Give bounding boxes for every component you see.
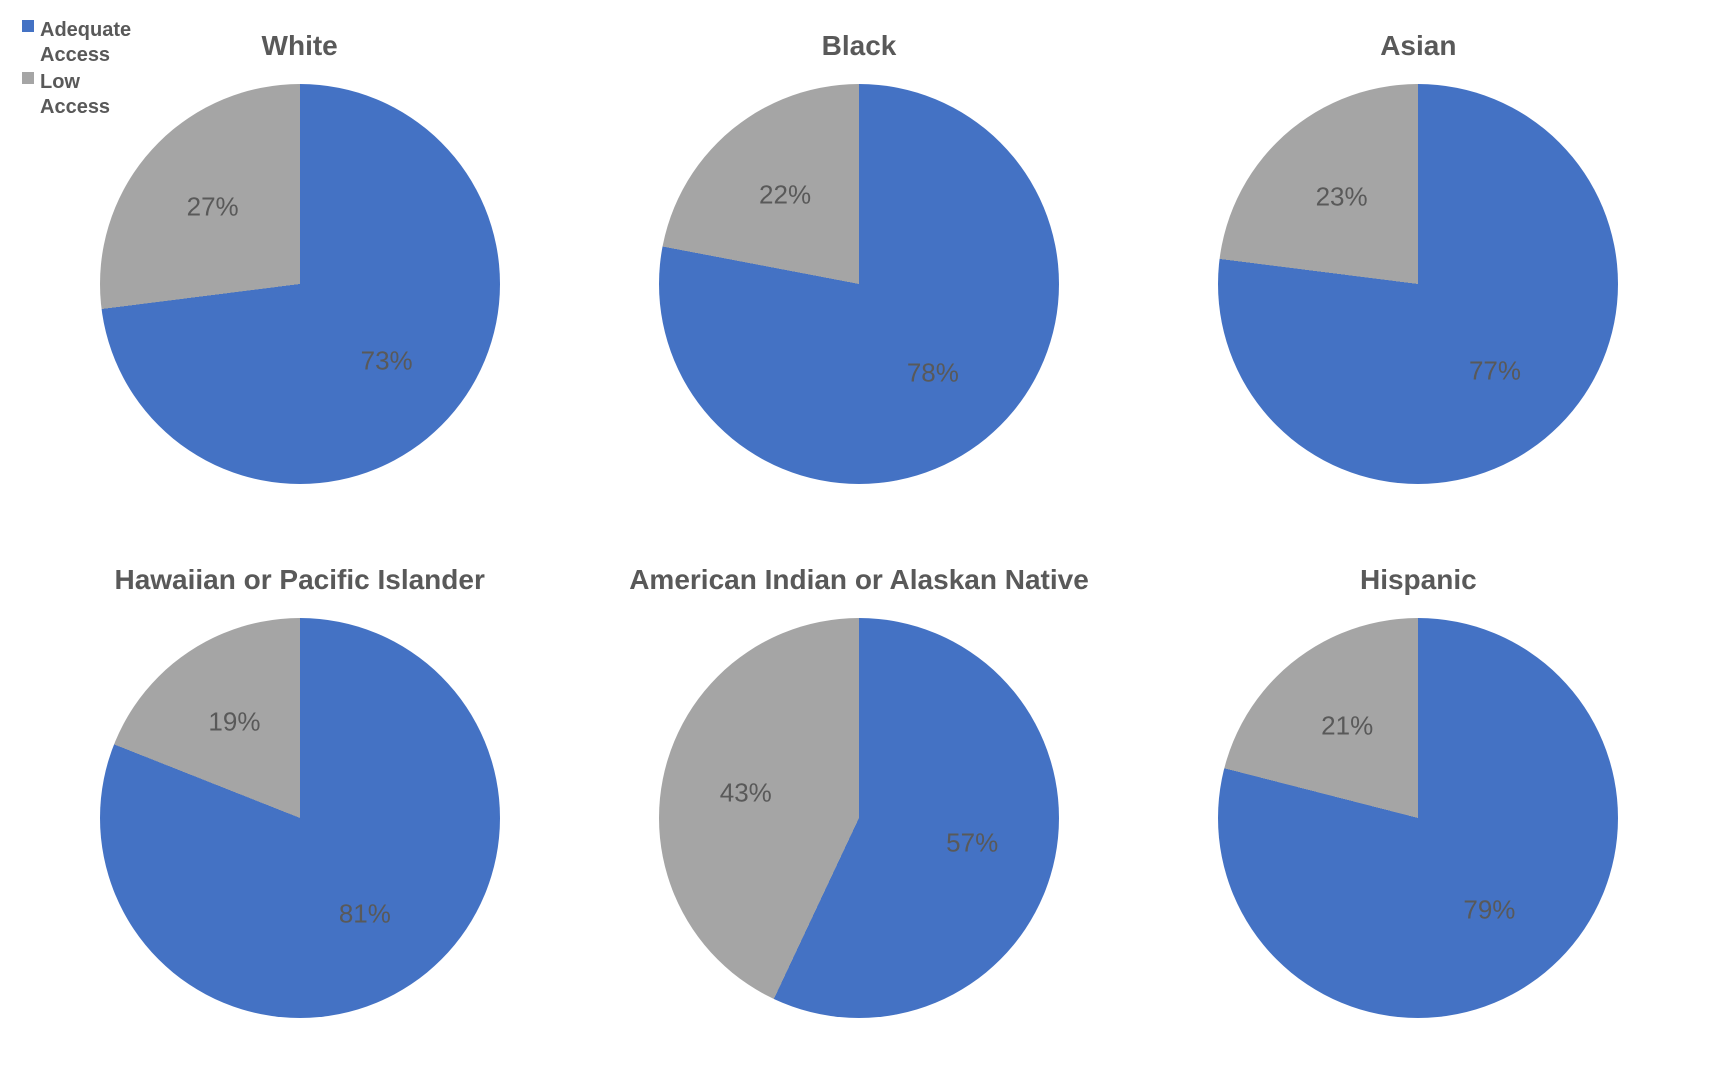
chart-grid: White 73% 27% Black 78% 22% Asian 77% 23…	[40, 20, 1678, 1058]
pie-wrap: 78% 22%	[659, 84, 1059, 484]
panel-title: American Indian or Alaskan Native	[629, 564, 1089, 600]
panel-asian: Asian 77% 23%	[1159, 30, 1678, 524]
slice-label-adequate: 73%	[361, 345, 413, 376]
slice-label-adequate: 57%	[946, 828, 998, 859]
slice-label-adequate: 77%	[1469, 356, 1521, 387]
pie-chart	[659, 618, 1059, 1018]
slice-label-adequate: 78%	[907, 358, 959, 389]
pie-wrap: 73% 27%	[100, 84, 500, 484]
pie-chart	[1218, 84, 1618, 484]
pie-wrap: 57% 43%	[659, 618, 1059, 1018]
pie-wrap: 81% 19%	[100, 618, 500, 1018]
slice-label-adequate: 79%	[1463, 894, 1515, 925]
panel-title: Black	[822, 30, 897, 66]
slice-label-low: 43%	[720, 777, 772, 808]
slice-label-low: 22%	[759, 179, 811, 210]
slice-label-low: 21%	[1321, 711, 1373, 742]
slice-label-low: 19%	[208, 707, 260, 738]
panel-hawaiian-pacific: Hawaiian or Pacific Islander 81% 19%	[40, 564, 559, 1058]
panel-black: Black 78% 22%	[599, 30, 1118, 524]
pie-chart	[100, 618, 500, 1018]
pie-chart	[100, 84, 500, 484]
legend-swatch-adequate	[22, 20, 34, 32]
pie-wrap: 77% 23%	[1218, 84, 1618, 484]
legend-label-adequate: Adequate Access	[40, 18, 150, 68]
panel-american-indian-alaskan: American Indian or Alaskan Native 57% 43…	[599, 564, 1118, 1058]
panel-title: Asian	[1380, 30, 1456, 66]
legend-item-adequate: Adequate Access	[22, 18, 150, 68]
slice-label-low: 27%	[187, 192, 239, 223]
panel-title: Hawaiian or Pacific Islander	[114, 564, 484, 600]
pie-chart	[659, 84, 1059, 484]
panel-title: White	[262, 30, 338, 66]
panel-hispanic: Hispanic 79% 21%	[1159, 564, 1678, 1058]
slice-label-adequate: 81%	[339, 898, 391, 929]
pie-wrap: 79% 21%	[1218, 618, 1618, 1018]
pie-chart	[1218, 618, 1618, 1018]
panel-white: White 73% 27%	[40, 30, 559, 524]
legend-swatch-low	[22, 72, 34, 84]
slice-label-low: 23%	[1316, 182, 1368, 213]
panel-title: Hispanic	[1360, 564, 1477, 600]
